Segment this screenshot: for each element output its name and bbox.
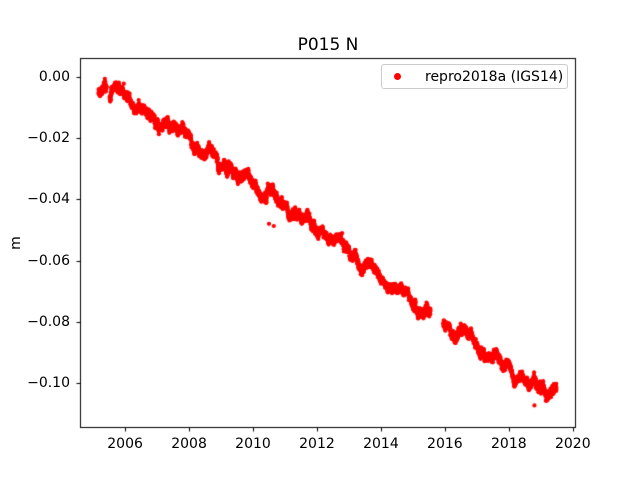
x-tick-label-2020: 2020 — [554, 436, 591, 452]
x-tick-label-2012: 2012 — [299, 436, 335, 452]
legend-marker-dot — [394, 73, 401, 80]
y-tick-label-−0.06: −0.06 — [27, 252, 70, 269]
x-tick-label-2006: 2006 — [107, 436, 143, 452]
x-tick-label-2016: 2016 — [427, 436, 463, 452]
x-tick-label-2008: 2008 — [171, 436, 207, 452]
x-tick-label-2018: 2018 — [491, 436, 527, 452]
legend: repro2018a (IGS14) — [381, 64, 568, 89]
x-tick-label-2014: 2014 — [363, 436, 399, 452]
y-tick-label-−0.08: −0.08 — [27, 313, 70, 330]
legend-label: repro2018a (IGS14) — [425, 68, 564, 85]
y-tick-label-−0.10: −0.10 — [27, 375, 70, 392]
x-tick-label-2010: 2010 — [235, 436, 271, 452]
chart-title: P015 N — [297, 35, 359, 55]
y-tick-label-−0.04: −0.04 — [27, 191, 70, 208]
y-tick-label-0.00: 0.00 — [38, 68, 70, 85]
y-tick-label-−0.02: −0.02 — [27, 129, 70, 146]
